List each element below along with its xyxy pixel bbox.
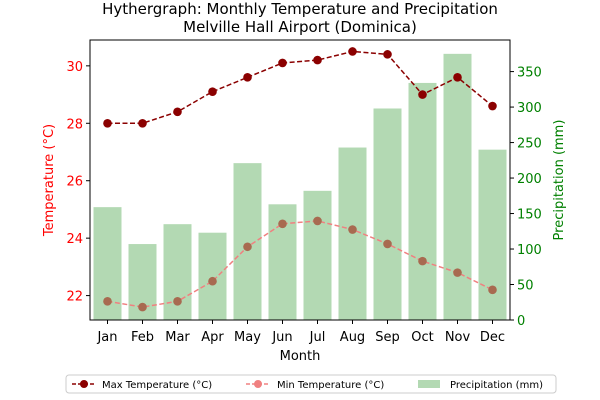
temperature-lines: [103, 47, 497, 312]
x-tick-label: Feb: [131, 330, 154, 345]
legend-precip-label: Precipitation (mm): [450, 380, 543, 391]
x-tick-label: Oct: [411, 330, 433, 345]
legend-min-label: Min Temperature (°C): [277, 380, 384, 391]
legend-item-max-temperature: Max Temperature (°C): [72, 380, 212, 391]
min-temp-point-jun: [278, 219, 287, 229]
min-temp-point-apr: [208, 276, 217, 286]
min-temp-point-jan: [103, 297, 112, 306]
legend-box: [65, 374, 557, 394]
chart-subtitle: Melville Hall Airport (Dominica): [183, 18, 417, 36]
x-tick-label: Mar: [165, 330, 190, 345]
x-tick-label: Apr: [201, 330, 224, 345]
min-temp-point-nov: [453, 268, 462, 277]
max-temp-point-aug: [348, 47, 357, 56]
y-right-tick-label: 100: [517, 243, 542, 258]
precip-bar-nov: [443, 53, 472, 321]
min-temp-point-may: [243, 242, 252, 252]
min-temp-point-feb: [138, 302, 147, 312]
y-axis-right: 0 50 100 150 200 250 300 350: [510, 66, 542, 329]
max-temp-point-may: [243, 73, 252, 82]
precip-bar-oct: [408, 82, 437, 320]
max-temp-point-mar: [173, 107, 182, 117]
y-right-tick-label: 50: [517, 279, 534, 294]
x-axis: Jan Feb Mar Apr May Jun Jul Aug Sep Oct Nov Dec: [96, 320, 505, 345]
max-temp-point-jun: [278, 58, 287, 68]
min-temperature-line: [107, 220, 493, 308]
min-temp-point-dec: [488, 285, 497, 295]
max-temp-point-nov: [453, 73, 462, 82]
max-temp-point-apr: [208, 87, 217, 96]
min-temp-point-aug: [348, 225, 357, 234]
x-axis-label: Month: [280, 349, 321, 364]
x-tick-label: Nov: [445, 330, 471, 345]
legend-min-marker: [254, 380, 262, 388]
x-tick-label: Jul: [309, 330, 326, 345]
y-right-tick-label: 350: [517, 66, 542, 81]
y-left-tick-label: 28: [66, 117, 83, 132]
min-temp-point-oct: [418, 256, 427, 266]
chart-title: Hythergraph: Monthly Temperature and Pre…: [102, 0, 498, 18]
legend-item-min-temperature: Min Temperature (°C): [246, 380, 384, 391]
plot-frame: [89, 39, 511, 321]
y-right-tick-label: 300: [517, 101, 542, 116]
x-tick-label: Sep: [375, 330, 400, 345]
legend-max-marker: [80, 380, 88, 388]
precipitation-bars: [93, 53, 507, 321]
y-right-tick-label: 200: [517, 172, 542, 187]
y-right-tick-label: 0: [517, 314, 525, 329]
max-temperature-line: [107, 50, 493, 125]
max-temp-point-jul: [313, 55, 322, 65]
y-left-tick-label: 26: [66, 175, 83, 190]
precip-bar-dec: [478, 149, 507, 320]
max-temp-point-jan: [103, 118, 112, 128]
min-temp-point-mar: [173, 297, 182, 306]
precip-bar-sep: [373, 108, 402, 320]
y-axis-right-label: Precipitation (mm): [552, 120, 567, 241]
y-axis-left: 22 24 26 28 30: [66, 60, 90, 305]
max-temp-point-oct: [418, 90, 427, 99]
y-left-tick-label: 24: [66, 232, 83, 247]
max-temp-point-dec: [488, 101, 497, 111]
precip-bar-apr: [198, 232, 227, 320]
y-left-tick-label: 22: [66, 290, 83, 305]
y-right-tick-label: 250: [517, 137, 542, 152]
y-left-tick-label: 30: [66, 60, 83, 75]
precip-bar-may: [233, 163, 262, 320]
legend-precip-swatch: [418, 380, 440, 388]
x-tick-label: May: [234, 330, 261, 345]
x-tick-label: Jun: [271, 330, 292, 345]
min-temp-point-sep: [383, 239, 392, 249]
min-temp-point-jul: [313, 216, 322, 226]
x-tick-label: Aug: [340, 330, 365, 345]
y-axis-left-label: Temperature (°C): [42, 124, 57, 237]
legend: Max Temperature (°C) Min Temperature (°C…: [65, 374, 557, 394]
x-tick-label: Dec: [480, 330, 505, 345]
max-temp-point-feb: [138, 118, 147, 128]
x-tick-label: Jan: [96, 330, 117, 345]
legend-max-label: Max Temperature (°C): [102, 380, 212, 391]
legend-item-precipitation: Precipitation (mm): [418, 380, 543, 391]
precip-bar-jul: [303, 190, 332, 320]
max-temp-point-sep: [383, 50, 392, 59]
y-right-tick-label: 150: [517, 208, 542, 223]
